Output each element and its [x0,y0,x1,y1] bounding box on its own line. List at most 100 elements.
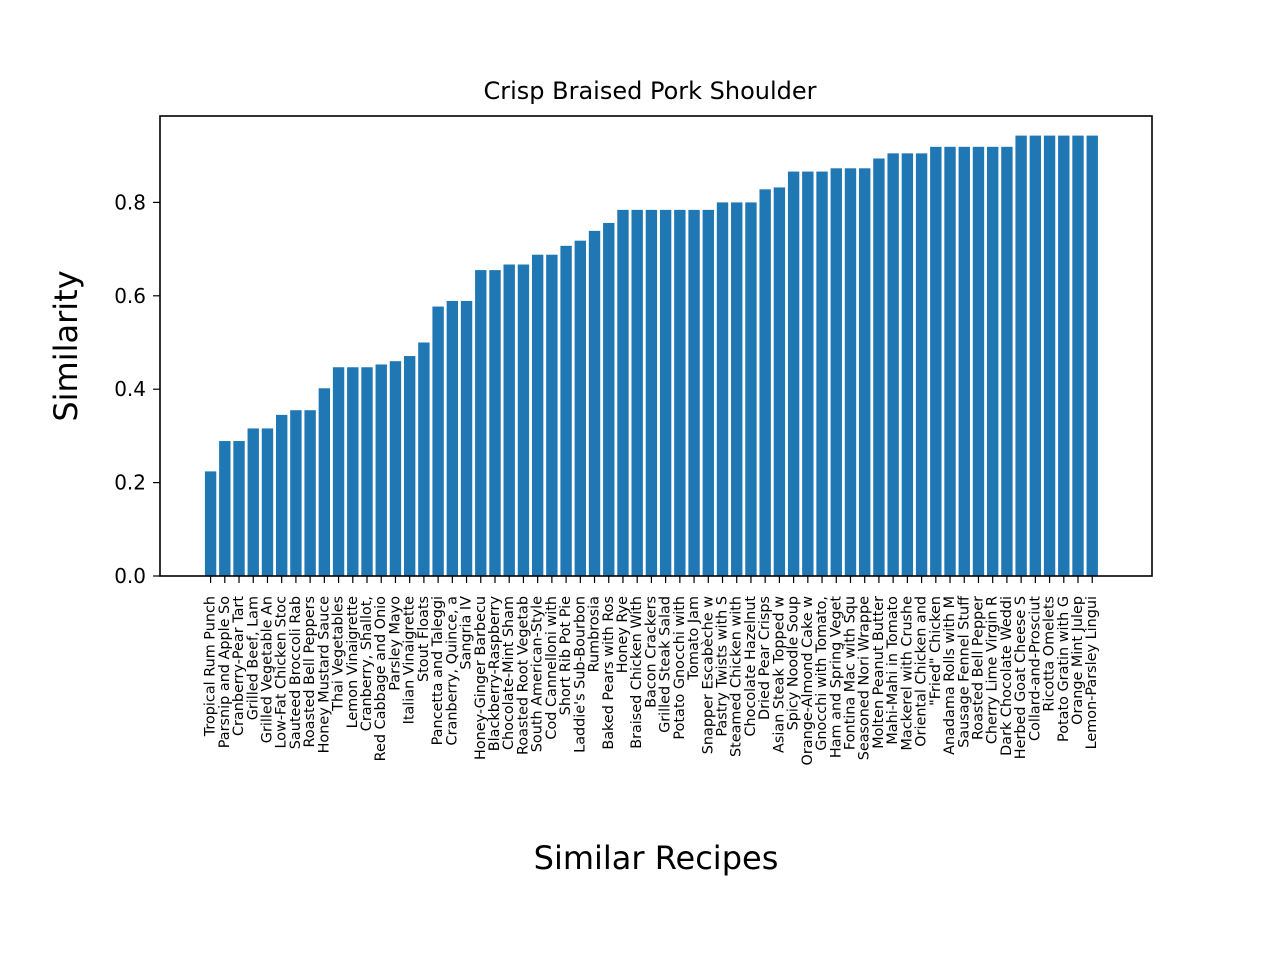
bar [546,254,558,576]
x-tick-label: Potato Gratin with G [1056,596,1072,742]
x-tick-label: Roasted Bell Pepper [970,596,986,740]
bar [261,428,274,576]
bar [958,146,970,576]
x-tick-label: South American-Style [530,596,546,752]
x-tick-label: Molten Peanut Butter [871,596,887,749]
bar [247,428,259,576]
bar [347,367,359,576]
bar [645,209,658,576]
bar [745,202,757,576]
x-tick-label: Laddie's Sub-Bourbon [572,596,588,753]
bar [944,146,956,576]
x-tick-label: Honey-Ginger Barbecu [473,596,489,760]
x-tick-label: Thai Vegetables [331,596,347,712]
plot-frame [159,115,1153,577]
bar [901,153,914,577]
x-tick-label: Roasted Bell Peppers [302,596,318,748]
bar [290,410,302,576]
x-tick-label: Spicy Noodle Soup [786,596,802,730]
y-tick-label: 0.6 [114,284,146,308]
x-tick-label: Braised Chicken With [629,596,645,749]
bar [219,441,231,576]
x-tick-label: Fontina Mac with Squ [842,596,858,750]
bar [304,410,316,576]
bar [631,209,643,576]
x-tick-label: Oriental Chicken and [914,596,930,747]
bar [204,471,217,576]
bar [802,171,814,576]
bar [418,342,430,576]
x-tick-label: Lemon Vinaigrette [345,596,361,728]
x-tick-label: Herbed Goat Cheese S [1013,596,1029,759]
x-tick-label: Honey Rye [615,596,631,673]
x-tick-label: Dried Pear Crisps [757,596,773,720]
bar [887,153,899,577]
x-tick-label: Italian Vinaigrette [402,596,418,725]
bar [617,209,629,576]
x-tick-label: Anadama Rolls with M [942,596,958,755]
y-axis-label: Similarity [47,270,85,421]
x-tick-label: Sauteed Broccoli Rab [288,596,304,749]
bar [375,364,387,576]
x-tick-label: Potato Gnocchi with [672,596,688,740]
y-tick-label: 0.4 [114,377,146,401]
bar [987,146,999,576]
x-tick-label: Low-Fat Chicken Stoc [274,596,290,749]
x-tick-label: Sangria IV [459,596,475,670]
bar [389,361,402,576]
bar [588,230,601,576]
x-tick-label: Orange Mint Julep [1070,596,1086,725]
bar [972,146,985,576]
x-tick-label: Asian Steak Topped w [771,596,787,753]
bar [1029,135,1042,577]
x-tick-label: Steamed Chicken with [729,596,745,757]
y-tick-label: 0.8 [114,190,146,214]
x-tick-label: Cranberry, Quince, a [444,596,460,745]
x-tick-label: Mahi-Mahi in Tomato [885,596,901,745]
y-axis: 0.0 0.2 0.4 0.6 0.8 [114,190,160,588]
x-tick-label: Lemon-Parsley Lingui [1084,596,1100,749]
x-tick-label: Orange-Almond Cake w [800,596,816,766]
bar [674,209,686,576]
bar [859,168,871,577]
bar [446,300,459,576]
bar [332,367,345,576]
bar [1043,135,1056,577]
x-tick-label: Dark Chocolate Weddi [999,596,1015,756]
bar [531,254,544,576]
x-tick-label: Bacon Crackers [643,596,659,708]
x-tick-label: Honey Mustard Sauce [316,596,332,754]
x-tick-label: Rumbrosia [587,596,603,672]
x-tick-label: Pastry Twists with S [715,596,731,737]
bar [1058,135,1070,577]
x-tick-label: Tropical Rum Punch [203,596,219,737]
bar [844,168,857,577]
x-tick-label: Sausage Fennel Stuff [956,595,972,748]
bar [1072,135,1084,577]
bar [361,367,373,576]
bar [276,414,288,576]
y-tick-label: 0.2 [114,471,146,495]
chart-title: Crisp Braised Pork Shoulder [483,77,816,105]
x-tick-label: Gnocchi with Tomato, [814,596,830,751]
bar [915,153,928,577]
bar [731,202,743,576]
x-tick-label: Blackberry-Raspberry [487,596,503,752]
bar [403,356,416,576]
bar [702,209,714,576]
bar [460,300,473,576]
y-tick-label: 0.0 [114,564,146,588]
bar [830,168,842,577]
bar [873,158,885,576]
x-tick-label: Ricotta Omelets [1042,596,1058,712]
bar [517,264,530,576]
x-tick-label: Red Cabbage and Onio [373,596,389,762]
x-tick-label: Pancetta and Taleggi [430,596,446,745]
x-tick-label: Tomato Jam [686,596,702,681]
x-tick-label: Chocolate Hazelnut [743,596,759,737]
x-tick-label: Parsley Mayo [387,596,403,691]
bar [1086,135,1098,577]
x-tick-label: Chocolate-Mint Sham [501,596,517,750]
x-tick-label: Collard-and-Prosciut [1027,596,1043,741]
